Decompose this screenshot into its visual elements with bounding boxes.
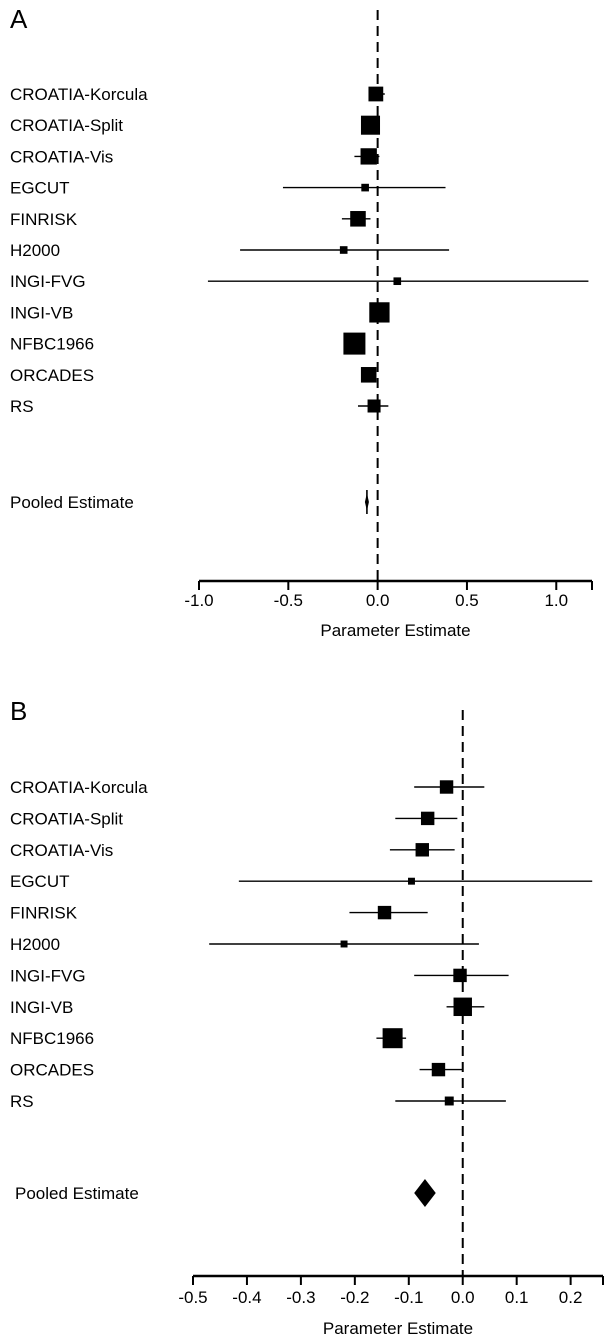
- study-label: RS: [10, 1092, 34, 1111]
- point-estimate-marker: [453, 997, 472, 1017]
- study-label: EGCUT: [10, 872, 70, 891]
- study-label: FINRISK: [10, 210, 78, 229]
- study-label: H2000: [10, 935, 60, 954]
- point-estimate-marker: [415, 843, 429, 857]
- point-estimate-marker: [343, 332, 366, 355]
- study-label: FINRISK: [10, 904, 78, 923]
- point-estimate-marker: [360, 148, 377, 165]
- study-label: CROATIA-Vis: [10, 147, 113, 166]
- point-estimate-marker: [431, 1062, 446, 1077]
- x-tick-label: 1.0: [544, 591, 568, 610]
- study-label: CROATIA-Split: [10, 116, 123, 135]
- pooled-estimate-diamond: [414, 1179, 436, 1207]
- study-label: CROATIA-Split: [10, 809, 123, 828]
- point-estimate-marker: [360, 115, 381, 135]
- point-estimate-marker: [439, 780, 454, 794]
- point-estimate-marker: [420, 811, 435, 826]
- point-estimate-marker: [368, 86, 384, 102]
- study-label: ORCADES: [10, 366, 94, 385]
- study-label: H2000: [10, 241, 60, 260]
- point-estimate-marker: [339, 246, 348, 254]
- study-label: INGI-FVG: [10, 966, 86, 985]
- point-estimate-marker: [360, 367, 377, 383]
- x-tick-label: 0.0: [451, 1288, 475, 1307]
- study-label: INGI-VB: [10, 998, 73, 1017]
- x-tick-label: -0.3: [286, 1288, 315, 1307]
- study-label: EGCUT: [10, 179, 70, 198]
- point-estimate-marker: [408, 877, 415, 885]
- pooled-estimate-diamond: [364, 493, 369, 511]
- x-tick-label: -0.5: [178, 1288, 207, 1307]
- x-axis-title: Parameter Estimate: [320, 621, 470, 640]
- point-estimate-marker: [340, 940, 348, 948]
- pooled-estimate-label: Pooled Estimate: [10, 493, 134, 512]
- x-tick-label: -0.1: [394, 1288, 423, 1307]
- study-label: CROATIA-Vis: [10, 841, 113, 860]
- point-estimate-marker: [382, 1028, 403, 1049]
- x-tick-label: 0.5: [455, 591, 479, 610]
- pooled-estimate-label: Pooled Estimate: [15, 1184, 139, 1203]
- panel-b: B CROATIA-Korcula CROATIA-Split CROATIA-Vis…: [10, 696, 604, 1338]
- x-tick-label: -0.5: [274, 591, 303, 610]
- panel-letter: A: [10, 4, 28, 34]
- study-label: INGI-FVG: [10, 272, 86, 291]
- x-tick-label: 0.0: [366, 591, 390, 610]
- x-axis-title: Parameter Estimate: [323, 1319, 473, 1338]
- point-estimate-marker: [453, 968, 467, 983]
- study-label: NFBC1966: [10, 335, 94, 354]
- point-estimate-marker: [377, 905, 392, 920]
- study-label: CROATIA-Korcula: [10, 85, 148, 104]
- study-label: RS: [10, 397, 34, 416]
- x-tick-label: 0.2: [559, 1288, 583, 1307]
- study-label: CROATIA-Korcula: [10, 778, 148, 797]
- x-tick-label: -0.4: [232, 1288, 261, 1307]
- point-estimate-marker: [444, 1096, 454, 1106]
- panel-letter: B: [10, 696, 27, 726]
- x-tick-label: -0.2: [340, 1288, 369, 1307]
- study-label: ORCADES: [10, 1061, 94, 1080]
- point-estimate-marker: [393, 277, 402, 286]
- point-estimate-marker: [350, 211, 366, 227]
- point-estimate-marker: [361, 183, 369, 192]
- x-tick-label: 0.1: [505, 1288, 529, 1307]
- point-estimate-marker: [369, 302, 390, 323]
- x-tick-label: -1.0: [184, 591, 213, 610]
- study-label: INGI-VB: [10, 303, 73, 322]
- study-label: NFBC1966: [10, 1029, 94, 1048]
- point-estimate-marker: [367, 399, 381, 413]
- panel-a: A CROATIA-Korcula CROATIA-Split CROATIA-Vis…: [10, 4, 593, 640]
